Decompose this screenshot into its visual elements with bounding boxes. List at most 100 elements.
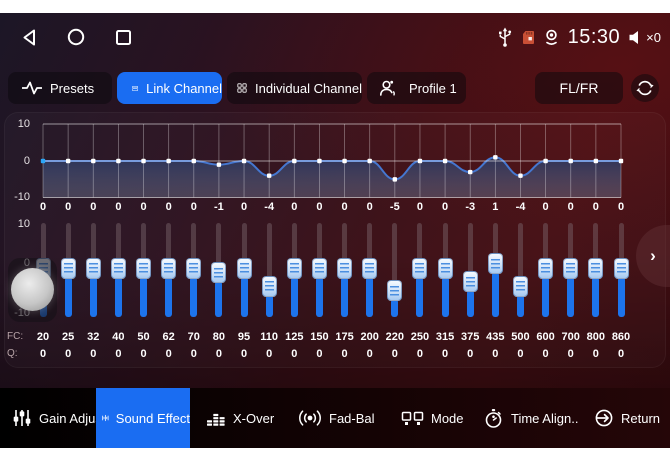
fc-value: 62 [162,331,175,343]
eq-slider-handle-80[interactable] [211,262,227,283]
eq-slider-handle-125[interactable] [286,257,302,279]
eq-slider-handle-175[interactable] [337,257,353,279]
tab-profile[interactable]: Profile 1 [367,72,466,104]
eq-slider-handle-70[interactable] [186,257,202,279]
reset-refresh-button[interactable] [631,74,659,102]
eq-slider-handle-200[interactable] [362,257,378,279]
tab-label: Link Channel [146,80,222,96]
eq-point-20[interactable] [40,158,46,164]
eq-slider-handle-32[interactable] [85,257,101,279]
back-button[interactable] [20,28,38,46]
channel-pair-label: FL/FR [559,80,599,96]
eq-curve-graph[interactable] [0,118,670,206]
nav-sound-effect[interactable]: Sound Effect [96,388,190,448]
channel-pair-button[interactable]: FL/FR [535,72,623,104]
eq-point-250[interactable] [417,158,423,164]
eq-slider-track-500[interactable] [517,223,523,317]
eq-point-315[interactable] [442,158,448,164]
nav-label: Time Align.. [511,410,579,426]
nav-fad-bal[interactable]: Fad-Bal [298,388,375,448]
eq-point-200[interactable] [367,158,372,164]
handle-grip-lines [465,276,475,287]
handle-grip-lines [314,263,324,273]
eq-point-110[interactable] [266,173,272,178]
eq-point-220[interactable] [392,177,398,182]
nav-label: X-Over [233,410,275,426]
eq-slider-track-220[interactable] [392,223,398,317]
eq-slider-handle-62[interactable] [161,257,177,279]
eq-point-70[interactable] [191,158,196,164]
eq-slider-fill-800 [592,276,600,317]
handle-grip-lines [390,285,400,296]
eq-point-25[interactable] [65,158,71,164]
eq-point-95[interactable] [241,158,247,164]
eq-point-600[interactable] [543,158,548,164]
eq-slider-handle-95[interactable] [236,257,252,279]
fc-value: 860 [611,331,631,343]
eq-point-80[interactable] [216,162,222,167]
eq-point-40[interactable] [116,158,121,164]
q-value: 0 [115,348,122,360]
eq-point-125[interactable] [292,158,297,164]
eq-point-175[interactable] [342,158,347,164]
eq-slider-handle-435[interactable] [487,253,503,274]
gain-value: 0 [39,201,47,213]
eq-slider-handle-25[interactable] [60,257,76,279]
eq-slider-fill-860 [617,276,625,317]
eq-point-32[interactable] [91,158,96,164]
eq-slider-handle-375[interactable] [462,271,478,292]
pulse-icon [22,81,42,95]
eq-point-375[interactable] [468,169,473,175]
eq-slider-handle-220[interactable] [387,280,403,301]
fc-value: 175 [335,331,354,343]
eq-point-50[interactable] [141,158,146,164]
handle-grip-lines [113,263,123,273]
eq-slider-track-110[interactable] [266,223,272,317]
q-value: 0 [492,348,499,360]
tab-link-channel[interactable]: Link Channel [117,72,222,104]
eq-point-500[interactable] [518,173,523,178]
eq-point-150[interactable] [317,158,322,164]
eq-slider-fill-80 [215,281,223,317]
fc-value: 70 [187,331,200,343]
nav-x-over[interactable]: X-Over [205,388,274,448]
home-button[interactable] [67,28,85,46]
eq-slider-track-375[interactable] [467,223,473,317]
location-icon [545,29,557,45]
eq-slider-handle-860[interactable] [613,257,629,279]
nav-time-align[interactable]: Time Align.. [483,388,578,448]
tab-label: Presets [50,80,95,96]
gain-value: 0 [190,201,197,213]
eq-point-62[interactable] [166,158,171,164]
gain-value: 0 [416,201,424,213]
nav-return[interactable]: Return [594,388,660,448]
q-value: 0 [65,348,72,360]
handle-grip-lines [616,263,626,273]
nav-gain-adjust[interactable]: Gain Adjus.. [12,388,109,448]
volume-knob[interactable] [11,268,54,311]
recents-button[interactable] [114,28,132,46]
tab-presets[interactable]: Presets [8,72,112,104]
eq-slider-handle-50[interactable] [136,257,152,279]
handle-grip-lines [415,263,425,273]
eq-slider-handle-40[interactable] [110,257,126,279]
q-value: 0 [291,348,298,360]
eq-point-435[interactable] [493,155,498,160]
eq-slider-handle-110[interactable] [261,275,277,297]
nav-mode[interactable]: Mode [401,388,464,448]
eq-point-800[interactable] [593,158,599,164]
eq-slider-handle-315[interactable] [437,257,453,279]
link-channel-icon [132,85,138,91]
fc-value: 32 [87,331,100,343]
eq-slider-handle-700[interactable] [563,257,579,279]
sound-bars-icon [102,414,109,422]
gain-value: 0 [366,201,373,213]
eq-slider-handle-150[interactable] [311,257,327,279]
eq-point-700[interactable] [568,158,573,164]
eq-slider-handle-500[interactable] [512,275,528,297]
tab-individual-channel[interactable]: Individual Channel [227,72,362,104]
eq-slider-handle-800[interactable] [588,257,604,279]
eq-slider-handle-600[interactable] [538,257,554,279]
eq-point-860[interactable] [618,158,624,164]
eq-slider-handle-250[interactable] [412,257,428,279]
